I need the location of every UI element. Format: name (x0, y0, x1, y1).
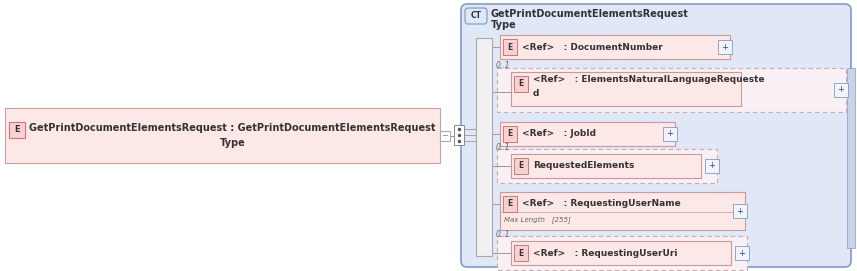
Bar (511, 241, 731, 265)
Text: +: + (837, 85, 844, 95)
Text: CT: CT (470, 11, 482, 21)
Text: +: + (722, 43, 728, 51)
Text: <Ref>   : RequestingUserUri: <Ref> : RequestingUserUri (533, 249, 678, 257)
Text: Max Length   [255]: Max Length [255] (504, 217, 571, 223)
Bar (9, 122, 25, 138)
Text: E: E (507, 43, 512, 51)
Bar (454, 125, 464, 145)
Bar (440, 131, 450, 140)
Text: E: E (518, 79, 524, 89)
Text: Type: Type (219, 138, 245, 148)
Text: <Ref>   : DocumentNumber: <Ref> : DocumentNumber (522, 43, 662, 51)
Bar (663, 127, 677, 141)
Bar (733, 204, 747, 218)
Bar (503, 39, 517, 55)
Bar (503, 196, 517, 212)
Text: GetPrintDocumentElementsRequest: GetPrintDocumentElementsRequest (491, 9, 689, 19)
Text: RequestedElements: RequestedElements (533, 162, 634, 170)
Text: <Ref>   : ElementsNaturalLanguageRequeste: <Ref> : ElementsNaturalLanguageRequeste (533, 76, 764, 85)
Text: 0..1: 0..1 (496, 61, 511, 70)
FancyBboxPatch shape (465, 8, 487, 24)
Bar (847, 68, 855, 248)
Bar (705, 159, 719, 173)
Text: <Ref>   : JobId: <Ref> : JobId (522, 130, 596, 138)
Text: E: E (507, 199, 512, 208)
Bar (514, 76, 528, 92)
Text: −: − (441, 131, 448, 140)
Text: d: d (533, 89, 539, 98)
Bar (497, 236, 747, 270)
Bar (514, 245, 528, 261)
Text: +: + (736, 207, 743, 215)
Bar (511, 154, 701, 178)
Text: 0..1: 0..1 (496, 143, 511, 152)
Bar (5, 108, 440, 163)
FancyBboxPatch shape (461, 4, 851, 267)
Text: E: E (518, 249, 524, 257)
Text: +: + (739, 249, 746, 257)
Bar (514, 158, 528, 174)
Text: E: E (518, 162, 524, 170)
Text: E: E (507, 130, 512, 138)
Bar (511, 72, 741, 106)
Bar (503, 126, 517, 142)
Text: +: + (667, 130, 674, 138)
Text: Type: Type (491, 20, 517, 30)
Bar (497, 68, 846, 112)
Text: 0..1: 0..1 (496, 230, 511, 239)
Bar (497, 149, 717, 183)
Bar (500, 122, 675, 146)
Bar (476, 38, 492, 256)
Text: <Ref>   : RequestingUserName: <Ref> : RequestingUserName (522, 199, 680, 208)
Bar (500, 35, 730, 59)
Bar (718, 40, 732, 54)
Bar (735, 246, 749, 260)
Bar (500, 192, 745, 230)
Text: E: E (15, 125, 20, 134)
Text: +: + (709, 162, 716, 170)
Bar (834, 83, 848, 97)
Text: GetPrintDocumentElementsRequest : GetPrintDocumentElementsRequest: GetPrintDocumentElementsRequest : GetPri… (29, 123, 435, 133)
